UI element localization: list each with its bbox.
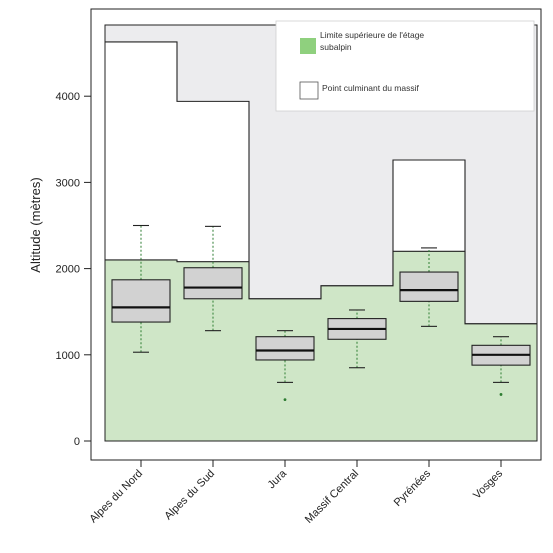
y-tick-label-3000: 3000 bbox=[56, 177, 80, 189]
legend-label-subalpine-line2: subalpin bbox=[320, 42, 352, 52]
box-jura bbox=[255, 336, 315, 361]
y-tick-label-0: 0 bbox=[74, 436, 80, 448]
box-pyrenees bbox=[399, 271, 459, 302]
y-axis-title: Altitude (mètres) bbox=[28, 177, 43, 272]
legend-box bbox=[275, 20, 535, 112]
y-tick-label-1000: 1000 bbox=[56, 350, 80, 362]
legend: Limite supérieure de l'étage subalpin Po… bbox=[275, 20, 535, 112]
x-tick-label-jura: Jura bbox=[265, 467, 289, 491]
x-tick-label-alpes-du-sud: Alpes du Sud bbox=[162, 468, 217, 523]
legend-swatch-subalpine bbox=[300, 38, 316, 54]
y-tick-label-2000: 2000 bbox=[56, 264, 80, 276]
legend-swatch-summit bbox=[299, 81, 319, 100]
outlier-jura-0 bbox=[283, 398, 287, 402]
x-tick-label-pyrenees: Pyrénées bbox=[392, 467, 434, 509]
x-tick-label-massif-central: Massif Central bbox=[303, 468, 361, 526]
subalpine-step-line bbox=[105, 250, 537, 325]
box-alpes-du-sud bbox=[183, 267, 243, 300]
legend-label-summit: Point culminant du massif bbox=[322, 83, 419, 93]
x-tick-label-vosges: Vosges bbox=[471, 467, 505, 501]
box-alpes-du-nord bbox=[111, 279, 171, 323]
legend-label-subalpine-line1: Limite supérieure de l'étage bbox=[320, 30, 424, 40]
y-tick-label-4000: 4000 bbox=[56, 91, 80, 103]
outlier-vosges-0 bbox=[499, 393, 503, 396]
x-tick-label-alpes-du-nord: Alpes du Nord bbox=[87, 468, 145, 526]
